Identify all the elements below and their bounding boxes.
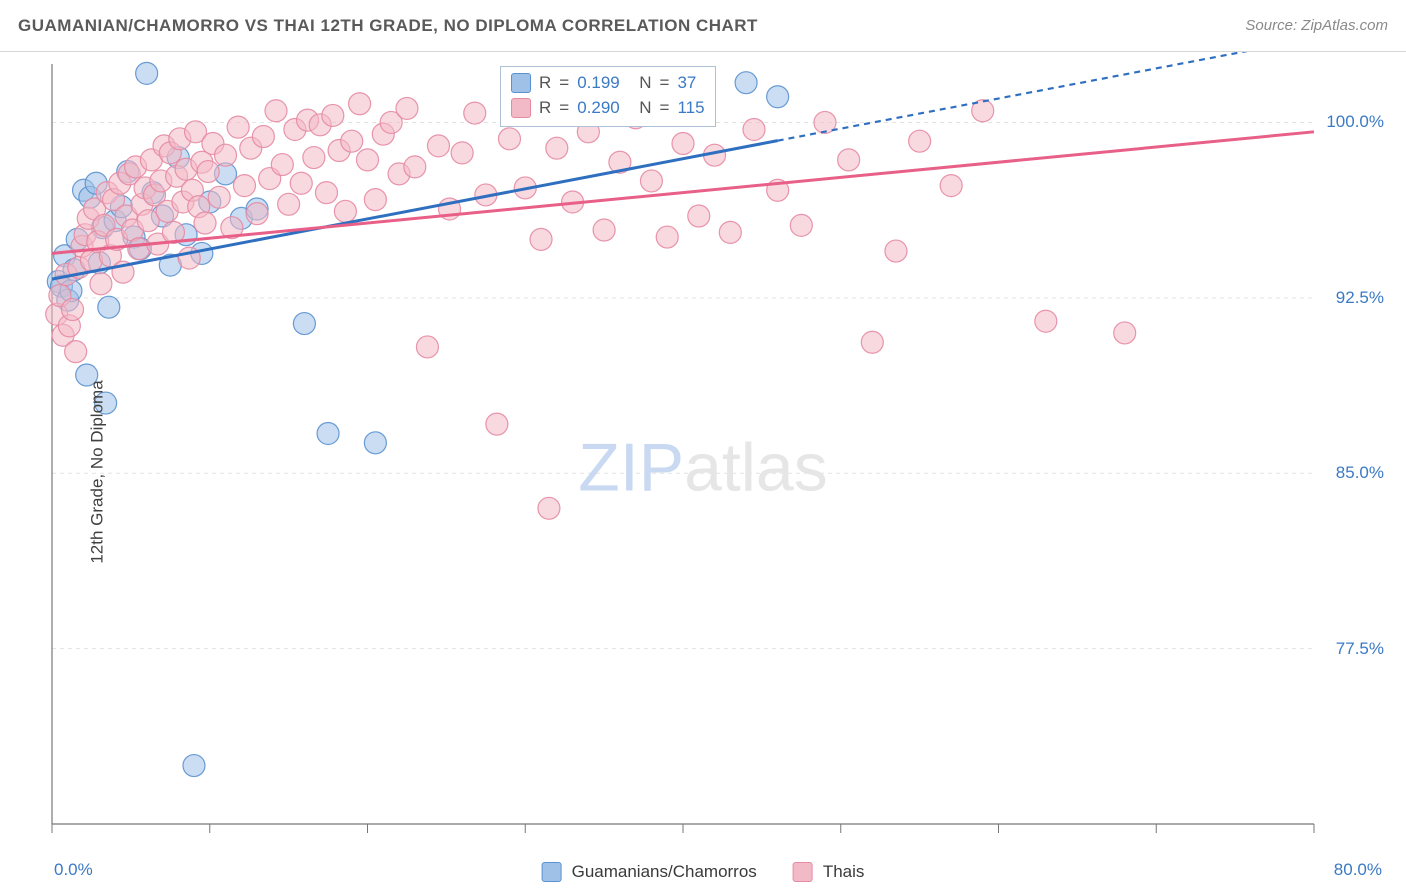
data-point-thais — [322, 104, 344, 126]
data-point-thais — [65, 341, 87, 363]
data-point-thais — [215, 144, 237, 166]
x-min-label: 0.0% — [54, 860, 93, 880]
data-point-thais — [271, 154, 293, 176]
data-point-thais — [62, 299, 84, 321]
data-point-thais — [128, 238, 150, 260]
data-point-thais — [688, 205, 710, 227]
legend-label: Guamanians/Chamorros — [572, 862, 757, 882]
data-point-guamanians-chamorros — [136, 62, 158, 84]
chart-title: GUAMANIAN/CHAMORRO VS THAI 12TH GRADE, N… — [18, 16, 758, 36]
legend-swatch — [511, 98, 531, 118]
correlation-stats-box: R=0.199N=37R=0.290N=115 — [500, 66, 716, 127]
data-point-thais — [364, 189, 386, 211]
data-point-thais — [315, 182, 337, 204]
chart-header: GUAMANIAN/CHAMORRO VS THAI 12TH GRADE, N… — [0, 0, 1406, 52]
data-point-thais — [334, 200, 356, 222]
data-point-thais — [233, 175, 255, 197]
data-point-thais — [396, 97, 418, 119]
legend-label: Thais — [823, 862, 865, 882]
r-value: 0.199 — [577, 71, 631, 96]
x-max-label: 80.0% — [1334, 860, 1382, 880]
data-point-thais — [593, 219, 615, 241]
data-point-thais — [464, 102, 486, 124]
y-axis-label: 12th Grade, No Diploma — [88, 380, 108, 563]
data-point-thais — [341, 130, 363, 152]
data-point-thais — [451, 142, 473, 164]
legend-swatch — [511, 73, 531, 93]
legend-swatch — [793, 862, 813, 882]
data-point-guamanians-chamorros — [735, 72, 757, 94]
data-point-thais — [252, 125, 274, 147]
data-point-thais — [546, 137, 568, 159]
n-value: 115 — [677, 96, 704, 121]
data-point-guamanians-chamorros — [317, 422, 339, 444]
data-point-guamanians-chamorros — [98, 296, 120, 318]
data-point-guamanians-chamorros — [767, 86, 789, 108]
data-point-thais — [416, 336, 438, 358]
data-point-thais — [404, 156, 426, 178]
stats-row: R=0.290N=115 — [511, 96, 705, 121]
x-axis-labels: 0.0% 80.0% Guamanians/Chamorros Thais — [0, 854, 1406, 888]
data-point-thais — [1114, 322, 1136, 344]
data-point-thais — [194, 212, 216, 234]
data-point-thais — [357, 149, 379, 171]
data-point-guamanians-chamorros — [183, 755, 205, 777]
data-point-thais — [427, 135, 449, 157]
data-point-guamanians-chamorros — [364, 432, 386, 454]
data-point-thais — [656, 226, 678, 248]
data-point-thais — [743, 118, 765, 140]
r-value: 0.290 — [577, 96, 631, 121]
y-tick-label: 100.0% — [1326, 112, 1384, 132]
data-point-thais — [861, 331, 883, 353]
scatter-plot-svg — [0, 52, 1406, 892]
data-point-thais — [290, 172, 312, 194]
data-point-thais — [208, 186, 230, 208]
y-tick-label: 77.5% — [1336, 639, 1384, 659]
series-legend: Guamanians/Chamorros Thais — [542, 862, 865, 882]
data-point-thais — [303, 147, 325, 169]
data-point-thais — [885, 240, 907, 262]
data-point-thais — [90, 273, 112, 295]
n-value: 37 — [677, 71, 696, 96]
data-point-thais — [838, 149, 860, 171]
y-tick-label: 85.0% — [1336, 463, 1384, 483]
legend-item: Guamanians/Chamorros — [542, 862, 757, 882]
y-tick-label: 92.5% — [1336, 288, 1384, 308]
data-point-thais — [909, 130, 931, 152]
trend-line-dashed-guamanians-chamorros — [778, 52, 1314, 141]
source-label: Source: ZipAtlas.com — [1245, 17, 1388, 34]
data-point-thais — [640, 170, 662, 192]
data-point-thais — [227, 116, 249, 138]
data-point-thais — [719, 221, 741, 243]
data-point-thais — [940, 175, 962, 197]
plot-area: 12th Grade, No Diploma ZIPatlas R=0.199N… — [0, 52, 1406, 892]
data-point-thais — [498, 128, 520, 150]
data-point-guamanians-chamorros — [293, 313, 315, 335]
data-point-thais — [349, 93, 371, 115]
stats-row: R=0.199N=37 — [511, 71, 705, 96]
legend-item: Thais — [793, 862, 865, 882]
data-point-thais — [790, 214, 812, 236]
data-point-thais — [246, 203, 268, 225]
data-point-thais — [197, 161, 219, 183]
data-point-thais — [486, 413, 508, 435]
data-point-thais — [265, 100, 287, 122]
data-point-thais — [530, 228, 552, 250]
data-point-thais — [538, 497, 560, 519]
data-point-thais — [1035, 310, 1057, 332]
legend-swatch — [542, 862, 562, 882]
data-point-thais — [278, 193, 300, 215]
data-point-thais — [672, 133, 694, 155]
